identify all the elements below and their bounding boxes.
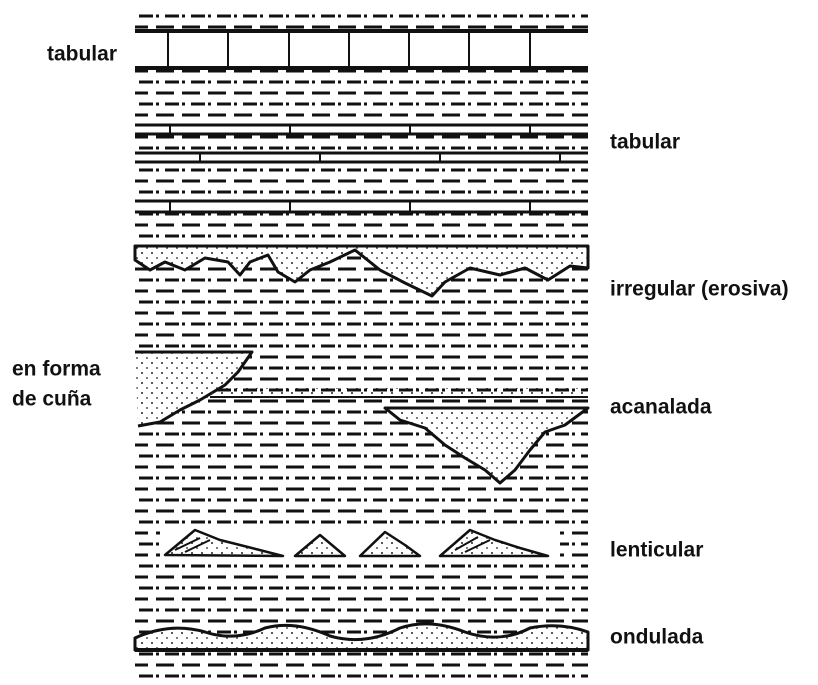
label: acanalada <box>610 396 712 419</box>
label: tabular <box>610 131 680 154</box>
label: irregular (erosiva) <box>610 278 789 301</box>
label: lenticular <box>610 539 703 562</box>
label: en forma <box>12 358 101 381</box>
label: de cuña <box>12 388 92 411</box>
column <box>135 10 588 680</box>
diagram: tabular tabular irregular (erosiva) en f… <box>0 0 818 685</box>
label: tabular <box>47 43 117 66</box>
label: ondulada <box>610 626 704 649</box>
